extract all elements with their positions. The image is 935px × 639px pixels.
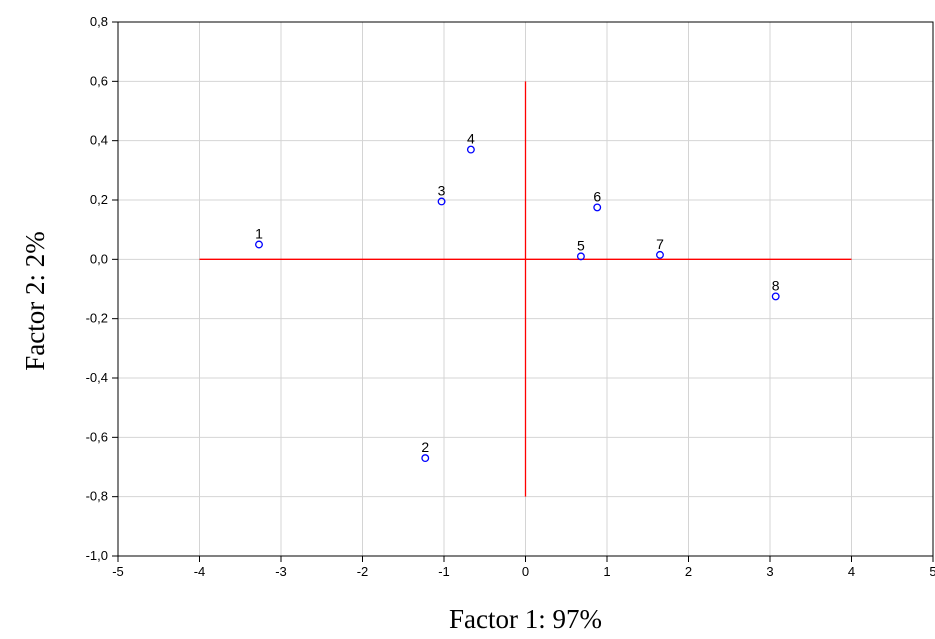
point-marker xyxy=(466,145,475,154)
y-tick-label: -1,0 xyxy=(86,548,108,563)
y-axis-tick-labels: -1,0 -0,8 -0,6 -0,4 -0,2 0,0 0,2 0,4 0,6 0,8 xyxy=(86,14,108,563)
point-marker xyxy=(437,197,446,206)
data-point: 6 xyxy=(593,188,602,212)
data-point: 7 xyxy=(656,236,664,259)
x-tick-label: -3 xyxy=(275,564,287,579)
y-tick-label: 0,4 xyxy=(90,133,108,148)
data-point: 2 xyxy=(421,439,430,463)
data-point: 4 xyxy=(466,131,475,154)
data-point: 1 xyxy=(255,226,263,249)
y-axis-title: Factor 2: 2% xyxy=(20,231,50,370)
y-tick-label: 0,8 xyxy=(90,14,108,29)
x-tick-label: 3 xyxy=(766,564,773,579)
x-axis-title: Factor 1: 97% xyxy=(449,604,602,634)
point-label: 3 xyxy=(438,182,446,198)
x-tick-label: 2 xyxy=(685,564,692,579)
data-point: 3 xyxy=(437,182,446,206)
y-tick-label: 0,6 xyxy=(90,73,108,88)
x-tick-label: 1 xyxy=(603,564,610,579)
point-label: 1 xyxy=(255,226,263,242)
y-tick-label: -0,8 xyxy=(86,489,108,504)
y-tick-label: 0,0 xyxy=(90,251,108,266)
x-tick-label: -5 xyxy=(112,564,124,579)
x-tick-label: 4 xyxy=(848,564,855,579)
point-marker xyxy=(771,292,780,301)
y-tick-label: -0,6 xyxy=(86,429,108,444)
data-point: 8 xyxy=(771,277,780,301)
axis-ticks xyxy=(112,21,934,562)
point-label: 4 xyxy=(467,131,475,147)
point-label: 5 xyxy=(577,237,585,253)
data-point: 5 xyxy=(576,237,585,261)
point-marker xyxy=(576,252,585,261)
point-label: 7 xyxy=(656,236,664,252)
point-label: 6 xyxy=(593,188,601,204)
y-tick-label: -0,2 xyxy=(86,311,108,326)
x-tick-label: -2 xyxy=(357,564,369,579)
x-axis-tick-labels: -5 -4 -3 -2 -1 0 1 2 3 4 5 xyxy=(112,564,935,579)
point-marker xyxy=(255,240,263,249)
x-tick-label: 0 xyxy=(522,564,529,579)
point-marker xyxy=(421,454,430,463)
y-tick-label: 0,2 xyxy=(90,192,108,207)
data-points: 1 2 3 4 5 6 7 8 xyxy=(255,131,780,463)
point-label: 8 xyxy=(772,277,780,293)
x-tick-label: 5 xyxy=(929,564,935,579)
reference-lines xyxy=(199,81,852,497)
x-tick-label: -4 xyxy=(194,564,206,579)
point-label: 2 xyxy=(421,439,429,455)
x-tick-label: -1 xyxy=(438,564,450,579)
point-marker xyxy=(593,203,602,212)
point-marker xyxy=(656,250,664,259)
y-tick-label: -0,4 xyxy=(86,370,108,385)
